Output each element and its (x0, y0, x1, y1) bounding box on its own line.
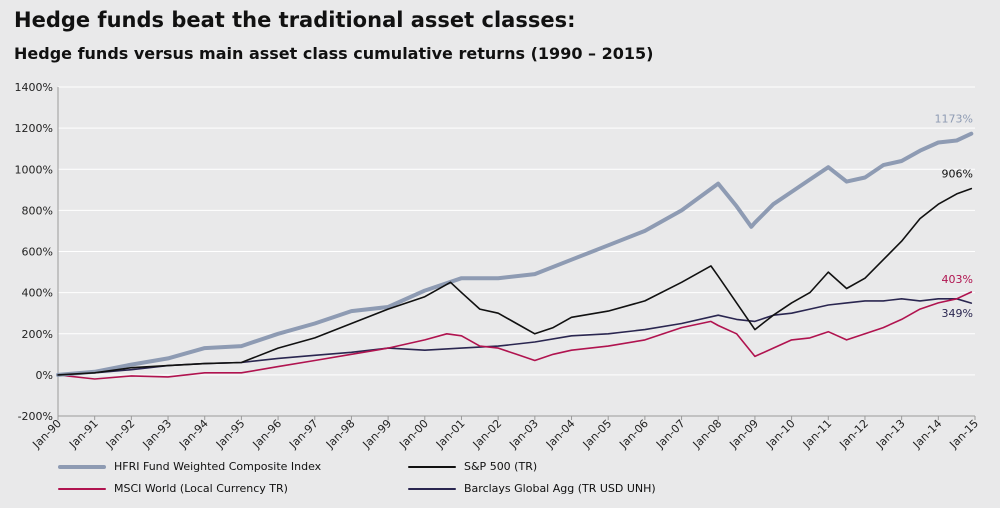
x-tick-label: Jan-99 (360, 417, 395, 452)
y-tick-label: 800% (22, 204, 53, 217)
y-axis-ticks: -200% 0% 200% 400% 600% 800% 1000% 1200% 1400% (15, 81, 53, 423)
legend-swatch-msci (58, 487, 106, 490)
x-tick-label: Jan-09 (726, 417, 761, 452)
end-labels: 1173% 906% 403% 349% (935, 113, 973, 320)
x-tick-label: Jan-04 (543, 417, 578, 452)
end-label-sp500: 906% (942, 168, 973, 181)
y-tick-label: 0% (36, 369, 53, 382)
end-label-msci: 403% (942, 273, 973, 286)
y-tick-label: 400% (22, 287, 53, 300)
legend: HFRI Fund Weighted Composite Index S&P 5… (58, 460, 958, 504)
x-tick-label: Jan-97 (286, 417, 321, 452)
legend-label-barclays: Barclays Global Agg (TR USD UNH) (464, 482, 656, 495)
x-tick-label: Jan-94 (176, 417, 211, 452)
series-line-hfri (56, 131, 974, 377)
chart-subtitle: Hedge funds versus main asset class cumu… (14, 44, 654, 63)
legend-item-barclays: Barclays Global Agg (TR USD UNH) (408, 482, 656, 495)
series-line-msci (57, 291, 973, 380)
grid-lines (57, 86, 975, 417)
x-tick-label: Jan-91 (66, 417, 101, 452)
end-label-barclays: 349% (942, 307, 973, 320)
x-tick-label: Jan-08 (690, 417, 725, 452)
y-tick-label: 1200% (15, 122, 53, 135)
y-tick-label: -200% (18, 410, 53, 423)
x-tick-label: Jan-10 (763, 417, 798, 452)
x-tick-label: Jan-92 (103, 417, 138, 452)
end-label-hfri: 1173% (935, 113, 973, 126)
x-tick-label: Jan-02 (470, 417, 505, 452)
legend-swatch-sp500 (408, 465, 456, 468)
x-tick-label: Jan-96 (250, 417, 285, 452)
x-tick-label: Jan-93 (140, 417, 175, 452)
x-tick-label: Jan-15 (947, 417, 982, 452)
y-tick-label: 200% (22, 328, 53, 341)
x-tick-label: Jan-03 (506, 417, 541, 452)
legend-label-msci: MSCI World (Local Currency TR) (114, 482, 288, 495)
legend-swatch-barclays (408, 487, 456, 490)
chart-title: Hedge funds beat the traditional asset c… (14, 8, 576, 32)
x-tick-label: Jan-12 (836, 417, 871, 452)
y-tick-label: 600% (22, 246, 53, 259)
x-tick-label: Jan-14 (910, 417, 945, 452)
legend-label-hfri: HFRI Fund Weighted Composite Index (114, 460, 322, 473)
legend-swatch-hfri (58, 464, 106, 469)
x-tick-label: Jan-98 (323, 417, 358, 452)
legend-label-sp500: S&P 500 (TR) (464, 460, 538, 473)
x-tick-label: Jan-01 (433, 417, 468, 452)
x-tick-label: Jan-13 (873, 417, 908, 452)
x-axis-ticks: Jan-90 Jan-91 Jan-92 Jan-93 Jan-94 Jan-95 Jan-… (30, 416, 982, 452)
series-lines (56, 131, 974, 380)
series-line-barclays (57, 298, 973, 376)
legend-item-sp500: S&P 500 (TR) (408, 460, 537, 473)
x-tick-label: Jan-95 (213, 417, 248, 452)
x-tick-label: Jan-07 (653, 417, 688, 452)
x-tick-label: Jan-11 (800, 417, 835, 452)
x-tick-label: Jan-00 (396, 417, 431, 452)
x-tick-label: Jan-05 (580, 417, 615, 452)
y-tick-label: 1000% (15, 163, 53, 176)
series-line-sp500 (57, 187, 973, 376)
x-tick-label: Jan-06 (616, 417, 651, 452)
legend-item-hfri: HFRI Fund Weighted Composite Index (58, 460, 321, 473)
y-tick-label: 1400% (15, 81, 53, 94)
legend-item-msci: MSCI World (Local Currency TR) (58, 482, 288, 495)
